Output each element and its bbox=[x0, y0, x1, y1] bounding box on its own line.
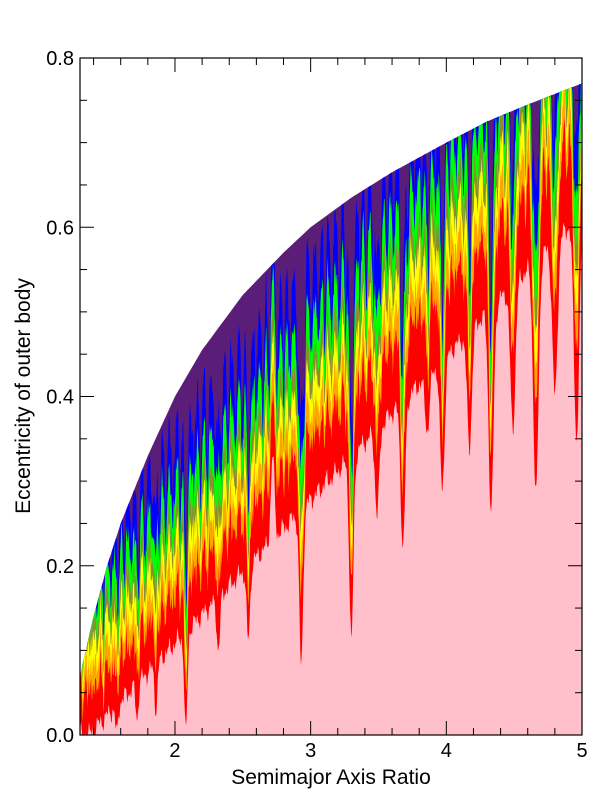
y-axis-title: Eccentricity of outer body bbox=[12, 278, 35, 514]
x-tick-label: 3 bbox=[305, 740, 316, 762]
plot-area bbox=[80, 83, 582, 735]
y-tick-label: 0.4 bbox=[46, 387, 74, 409]
stable-region bbox=[80, 222, 582, 735]
x-axis-ticks: 2 3 4 5 bbox=[93, 58, 588, 762]
x-tick-label: 2 bbox=[169, 740, 180, 762]
y-tick-label: 0.0 bbox=[46, 725, 74, 747]
y-tick-label: 0.2 bbox=[46, 556, 74, 578]
x-axis-title: Semimajor Axis Ratio bbox=[231, 766, 431, 789]
y-tick-label: 0.8 bbox=[46, 48, 74, 70]
x-tick-label: 4 bbox=[441, 740, 452, 762]
x-tick-label: 5 bbox=[576, 740, 587, 762]
y-tick-label: 0.6 bbox=[46, 217, 74, 239]
y-axis-ticks: 0.0 0.2 0.4 0.6 0.8 bbox=[46, 48, 582, 747]
